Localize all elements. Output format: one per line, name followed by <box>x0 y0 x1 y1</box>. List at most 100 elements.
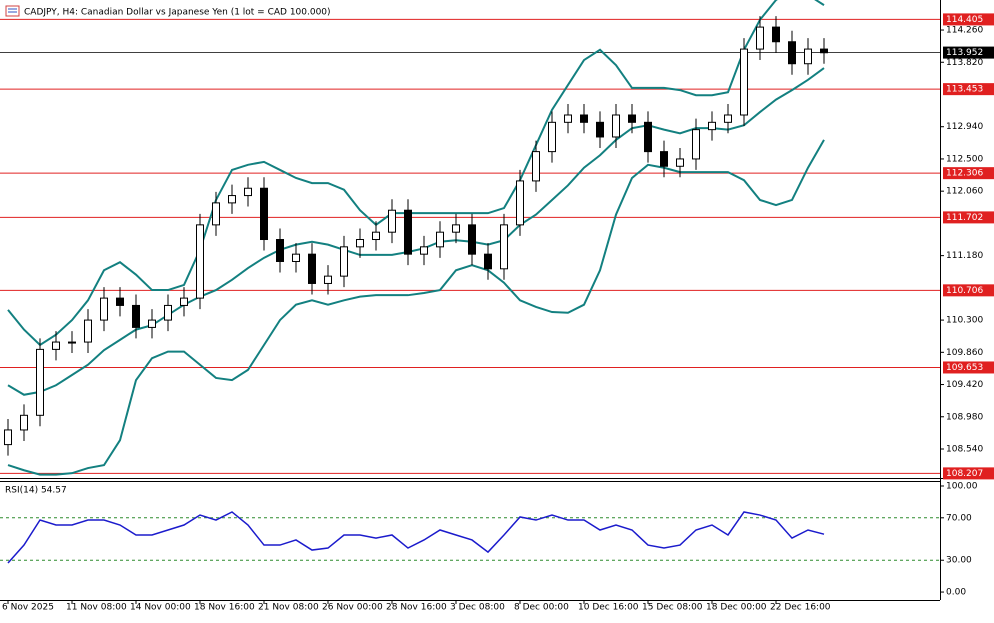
x-tick-label: 18 Dec 00:00 <box>706 603 767 613</box>
candle-body <box>196 224 204 299</box>
candle-body <box>676 158 684 167</box>
candle-body <box>244 187 252 197</box>
candle-body <box>772 26 780 43</box>
y-tick-label: 108.540 <box>946 444 983 454</box>
candle-body <box>500 224 508 270</box>
candle-body <box>644 121 652 153</box>
candle-body <box>436 231 444 248</box>
x-tick-label: 3 Dec 08:00 <box>450 603 505 613</box>
plot <box>0 0 940 476</box>
candle-body <box>420 246 428 255</box>
level-label: 113.453 <box>946 85 983 95</box>
x-tick-label: 22 Dec 16:00 <box>770 603 831 613</box>
candle-body <box>148 319 156 328</box>
y-tick-label: 108.980 <box>946 412 983 422</box>
candle-body <box>164 304 172 321</box>
candle-body <box>404 209 412 255</box>
y-tick-label: 109.860 <box>946 348 983 358</box>
level-label: 112.306 <box>946 169 983 179</box>
level-label: 114.405 <box>946 15 983 25</box>
candle-body <box>292 253 300 262</box>
candle-body <box>388 209 396 233</box>
level-label: 111.702 <box>946 213 983 223</box>
candle-body <box>20 414 28 431</box>
candle-body <box>580 114 588 123</box>
y-tick-label: 110.300 <box>946 316 983 326</box>
candle-body <box>228 195 236 204</box>
candle-body <box>180 297 188 306</box>
candle-body <box>84 319 92 343</box>
current-price-box <box>943 46 994 59</box>
candle-body <box>260 187 268 241</box>
y-tick-label: 70.00 <box>946 513 972 523</box>
y-tick-label: 112.500 <box>946 154 983 164</box>
level-label-box <box>943 83 994 96</box>
candle-body <box>596 121 604 138</box>
candle-body <box>132 304 140 328</box>
candle-body <box>740 48 748 116</box>
candle-body <box>788 41 796 65</box>
y-tick-label: 30.00 <box>946 556 972 566</box>
candle-body <box>100 297 108 321</box>
candle-body <box>308 253 316 284</box>
candle-body <box>628 114 636 123</box>
candle-body <box>484 253 492 270</box>
candle-body <box>340 246 348 277</box>
bollinger-middle <box>7 67 825 396</box>
candle-body <box>468 224 476 255</box>
y-tick-label: 100.00 <box>946 481 978 491</box>
x-tick-label: 6 Nov 2025 <box>2 603 54 613</box>
y-tick-label: 113.820 <box>946 58 983 68</box>
candle-body <box>452 224 460 233</box>
level-label-box <box>943 284 994 297</box>
chart-title: CADJPY, H4: Canadian Dollar vs Japanese … <box>24 8 331 18</box>
x-tick-label: 14 Nov 00:00 <box>130 603 191 613</box>
candle-body <box>324 275 332 284</box>
x-tick-label: 28 Nov 16:00 <box>386 603 447 613</box>
level-label-box <box>943 361 994 374</box>
title-icon <box>5 5 20 17</box>
candle-body <box>708 121 716 131</box>
candle-body <box>564 114 572 123</box>
y-tick-label: 112.940 <box>946 122 983 132</box>
x-tick-label: 15 Dec 08:00 <box>642 603 703 613</box>
candle-body <box>804 48 812 65</box>
y-tick-label: 0.00 <box>946 588 966 598</box>
rsi-title: RSI(14) 54.57 <box>5 486 67 496</box>
x-tick-label: 11 Nov 08:00 <box>66 603 127 613</box>
candle-body <box>4 429 12 446</box>
candle-body <box>516 180 524 226</box>
bollinger-upper <box>7 0 825 347</box>
candle-body <box>612 114 620 138</box>
current-price-label: 113.952 <box>946 48 983 58</box>
x-tick-label: 21 Nov 08:00 <box>258 603 319 613</box>
y-tick-label: 111.180 <box>946 251 983 261</box>
y-tick-label: 109.420 <box>946 380 983 390</box>
level-label: 110.706 <box>946 286 983 296</box>
candle-body <box>276 239 284 262</box>
level-label-box <box>943 13 994 26</box>
candle-body <box>36 348 44 416</box>
x-tick-label: 10 Dec 16:00 <box>578 603 639 613</box>
candle-body <box>116 297 124 306</box>
candle-body <box>548 121 556 153</box>
candle-body <box>212 202 220 226</box>
level-label-box <box>943 211 994 224</box>
x-tick-label: 26 Nov 00:00 <box>322 603 383 613</box>
x-tick-label: 18 Nov 16:00 <box>194 603 255 613</box>
candle-body <box>356 239 364 248</box>
y-tick-label: 112.060 <box>946 187 983 197</box>
candle-body <box>532 151 540 182</box>
rsi-line <box>7 511 825 564</box>
level-label-box <box>943 167 994 180</box>
candle-body <box>724 114 732 123</box>
x-tick-label: 8 Dec 00:00 <box>514 603 569 613</box>
candle-body <box>68 341 76 344</box>
candle-body <box>372 231 380 241</box>
candle-body <box>692 129 700 160</box>
candle-body <box>52 341 60 350</box>
candle-body <box>820 48 828 54</box>
bollinger-lower <box>7 139 825 476</box>
